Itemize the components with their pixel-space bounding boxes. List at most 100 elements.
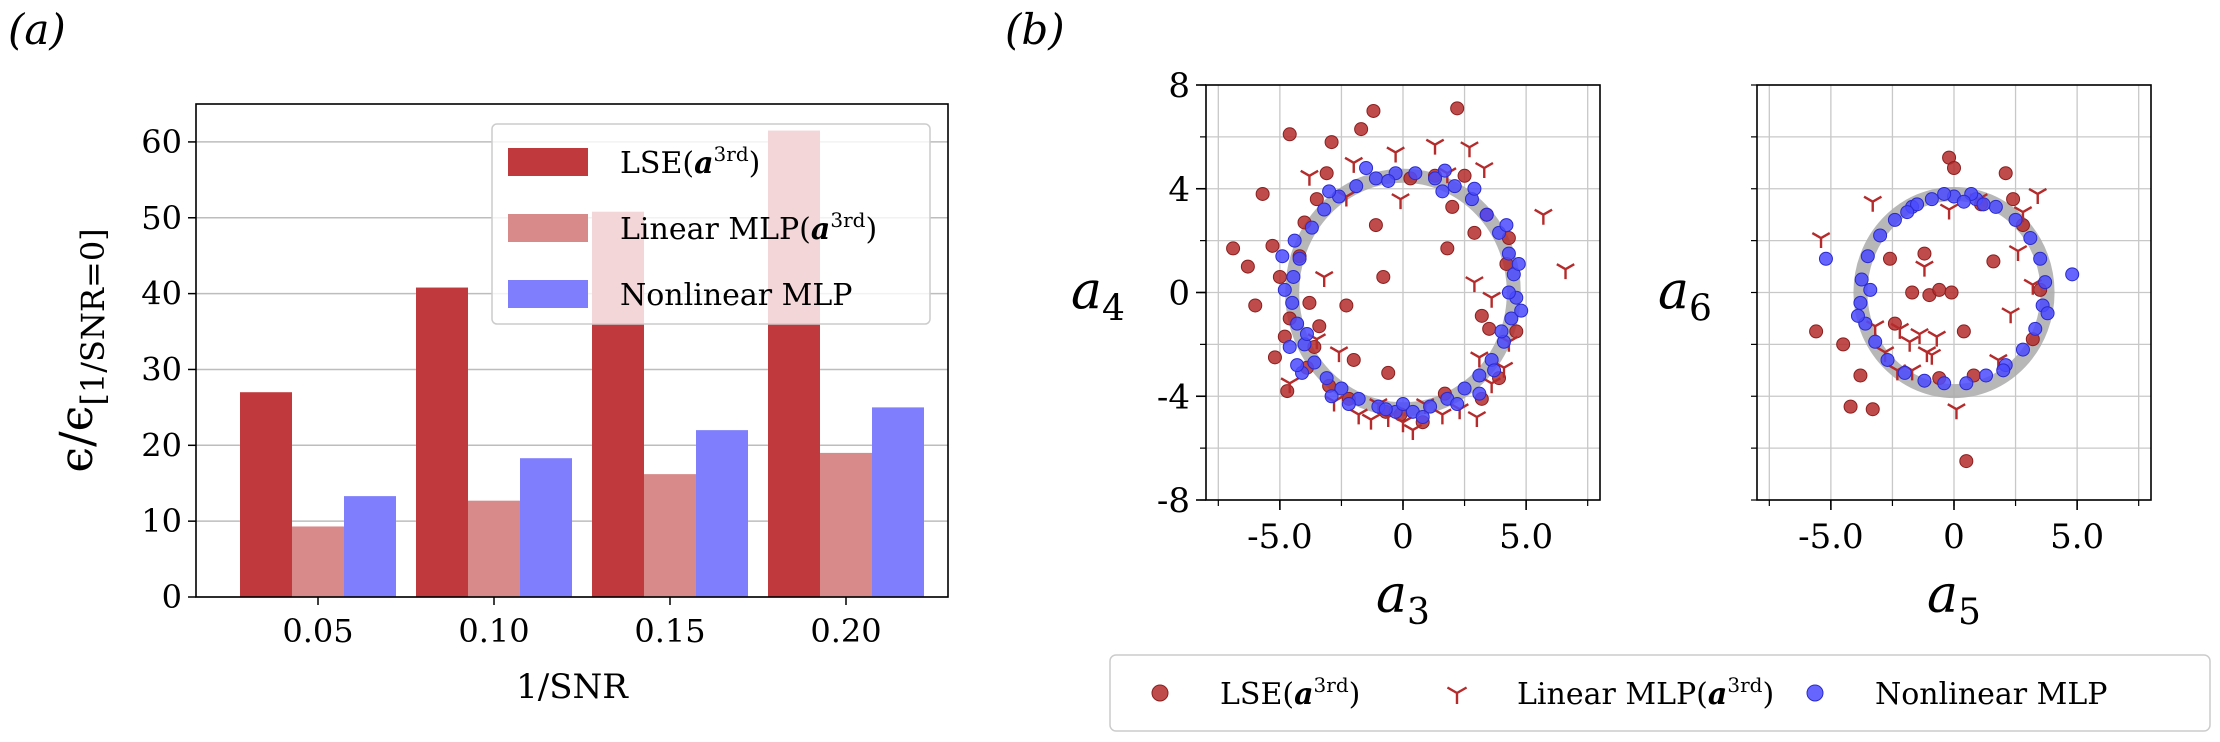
x-tick-label: -5.0 xyxy=(1247,517,1313,557)
panel-a-label: (a) xyxy=(8,5,66,54)
y-tick-label: -8 xyxy=(1157,481,1190,521)
point xyxy=(1286,269,1301,284)
point xyxy=(2008,212,2023,227)
point xyxy=(1319,371,1334,386)
point xyxy=(1986,254,2001,269)
point xyxy=(1280,384,1295,399)
point xyxy=(2033,251,2048,266)
y-tick-label: -4 xyxy=(1157,377,1190,417)
legend-marker xyxy=(1806,684,1824,702)
legend-label-text: Nonlinear MLP xyxy=(620,278,853,313)
legend-marker xyxy=(1151,684,1169,702)
point xyxy=(1285,295,1300,310)
legend-label-text: Linear MLP( xyxy=(620,212,811,247)
y-tick-label: 0 xyxy=(162,578,182,616)
series-lse-a-rd- xyxy=(1809,150,2048,469)
y-tick-label: 0 xyxy=(1168,274,1190,314)
tri-marker xyxy=(1556,263,1575,280)
tri-marker xyxy=(2028,187,2048,204)
point xyxy=(1514,303,1529,318)
point xyxy=(1887,212,1902,227)
x-tick-label: -5.0 xyxy=(1798,517,1864,557)
point xyxy=(1277,282,1292,297)
tri-marker xyxy=(1465,276,1484,293)
y-axis-label: a4 xyxy=(1071,262,1125,330)
tri-marker xyxy=(1344,156,1364,173)
legend-label-sup: 3rd xyxy=(1727,673,1762,697)
legend-label-sup: 3rd xyxy=(714,142,749,166)
x-tick-label: 5.0 xyxy=(2050,517,2104,557)
point xyxy=(2065,267,2080,282)
bar xyxy=(416,287,468,597)
tri-marker xyxy=(1446,686,1468,704)
point xyxy=(1479,207,1494,222)
legend-swatch xyxy=(508,148,588,176)
bar xyxy=(644,474,696,597)
tri-marker xyxy=(1329,346,1349,363)
point xyxy=(1511,256,1526,271)
point xyxy=(1932,282,1947,297)
point xyxy=(2040,306,2055,321)
tri-marker xyxy=(2008,244,2028,261)
x-axis-label-subscript: 5 xyxy=(1958,592,1981,633)
point xyxy=(1937,376,1952,391)
point xyxy=(1450,101,1465,116)
tri-marker xyxy=(1425,138,1445,155)
plot-frame xyxy=(195,103,949,598)
point xyxy=(2028,321,2043,336)
point xyxy=(1282,339,1297,354)
tri-marker xyxy=(1386,146,1405,163)
point xyxy=(1322,184,1337,199)
point xyxy=(1450,397,1465,412)
tri-marker xyxy=(1467,410,1487,427)
y-tick-label: 50 xyxy=(141,199,182,237)
point xyxy=(1853,295,1868,310)
point xyxy=(1309,192,1324,207)
tri-marker xyxy=(1482,291,1501,308)
y-tick-label: 4 xyxy=(1168,170,1190,210)
point xyxy=(1472,386,1487,401)
tri-marker xyxy=(1811,231,1831,249)
legend-label-bold: a xyxy=(1294,677,1313,712)
legend: LSE(a3rd)Linear MLP(a3rd)Nonlinear MLP xyxy=(491,123,931,325)
point xyxy=(1378,402,1393,417)
y-tick-label: 8 xyxy=(1168,66,1190,106)
point xyxy=(1873,228,1888,243)
point xyxy=(1292,251,1307,266)
point xyxy=(1423,399,1438,414)
point xyxy=(1937,186,1952,201)
point xyxy=(1265,238,1280,253)
point xyxy=(1956,324,1971,339)
point xyxy=(1381,365,1396,380)
legend-box xyxy=(491,123,931,325)
point xyxy=(1282,127,1297,142)
legend-box xyxy=(1109,654,2211,732)
point xyxy=(1408,166,1423,181)
panel-a-bar-chart: 0 10 20 30 40 50 60 0.05 0.10 0.15 0.20 1/SNR ϵ/ϵ[1/… xyxy=(49,103,949,707)
point xyxy=(1843,399,1858,414)
bar xyxy=(292,526,344,597)
point xyxy=(1924,192,1939,207)
x-tick-label: 0.15 xyxy=(634,612,705,650)
point xyxy=(1900,205,1915,220)
point xyxy=(1272,269,1287,284)
point xyxy=(1860,249,1875,264)
tri-marker xyxy=(2013,206,2033,223)
point xyxy=(2023,231,2038,246)
y-axis-label: a6 xyxy=(1658,262,1712,330)
point xyxy=(1290,358,1305,373)
point xyxy=(1947,161,1961,175)
tri-marker xyxy=(1474,161,1494,178)
point xyxy=(1499,218,1514,233)
point xyxy=(1334,381,1349,396)
point xyxy=(1267,350,1282,365)
series-nonlinear-mlp xyxy=(1275,161,1529,424)
point xyxy=(1354,122,1369,137)
legend-label-sup: 3rd xyxy=(1314,673,1349,697)
legend-label-end: ) xyxy=(1349,677,1361,712)
y-axis-label-main: a xyxy=(1658,262,1689,322)
point xyxy=(1302,295,1317,310)
x-tick-label: 0.05 xyxy=(282,612,353,650)
point xyxy=(2015,342,2030,357)
